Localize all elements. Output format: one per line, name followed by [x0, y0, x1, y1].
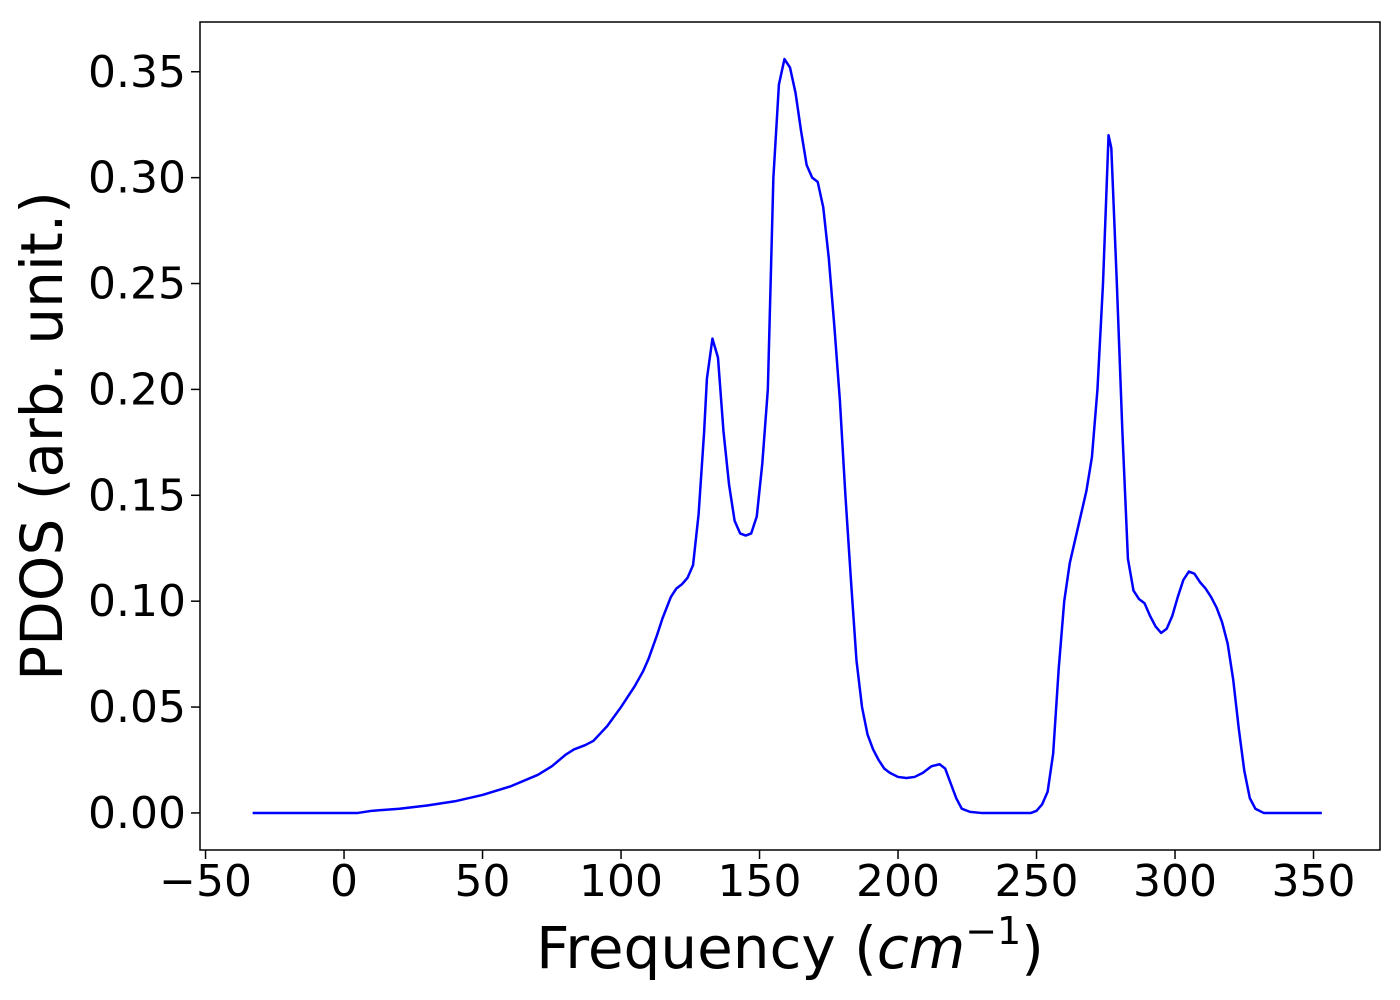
plot-area — [199, 21, 1381, 851]
x-tick-label: 0 — [330, 856, 358, 907]
y-tick-label: 0.25 — [88, 259, 186, 310]
x-tick-label: 350 — [1272, 856, 1356, 907]
y-tick-label: 0.35 — [88, 47, 186, 98]
x-tick-label: 100 — [579, 856, 663, 907]
y-tick-label: 0.30 — [88, 153, 186, 204]
x-tick-label: 200 — [856, 856, 940, 907]
x-axis-title-unit: cm — [877, 914, 965, 982]
series-line-0 — [252, 57, 1322, 815]
x-axis-title: Frequency (cm−1) — [536, 909, 1044, 982]
y-axis-ticks: 0.00 0.05 0.10 0.15 0.20 0.25 0.30 0.35 — [88, 47, 200, 839]
y-tick-label: 0.05 — [88, 682, 186, 733]
x-tick-label: 150 — [718, 856, 802, 907]
y-axis-title: PDOS (arb. unit.) — [8, 191, 76, 681]
x-axis-title-suffix: ) — [1021, 914, 1044, 982]
x-tick-label: 250 — [995, 856, 1079, 907]
x-tick-label: 300 — [1133, 856, 1217, 907]
y-tick-label: 0.00 — [88, 788, 186, 839]
x-axis-title-exponent: −1 — [965, 909, 1021, 953]
axes-frame — [199, 21, 1381, 851]
y-tick-label: 0.10 — [88, 576, 186, 627]
x-axis-ticks: −50 0 50 100 150 200 250 300 350 — [159, 850, 1356, 907]
x-axis-title-prefix: Frequency ( — [536, 914, 877, 982]
y-tick-label: 0.15 — [88, 470, 186, 521]
x-tick-label: −50 — [159, 856, 252, 907]
y-tick-label: 0.20 — [88, 364, 186, 415]
x-tick-label: 50 — [455, 856, 511, 907]
